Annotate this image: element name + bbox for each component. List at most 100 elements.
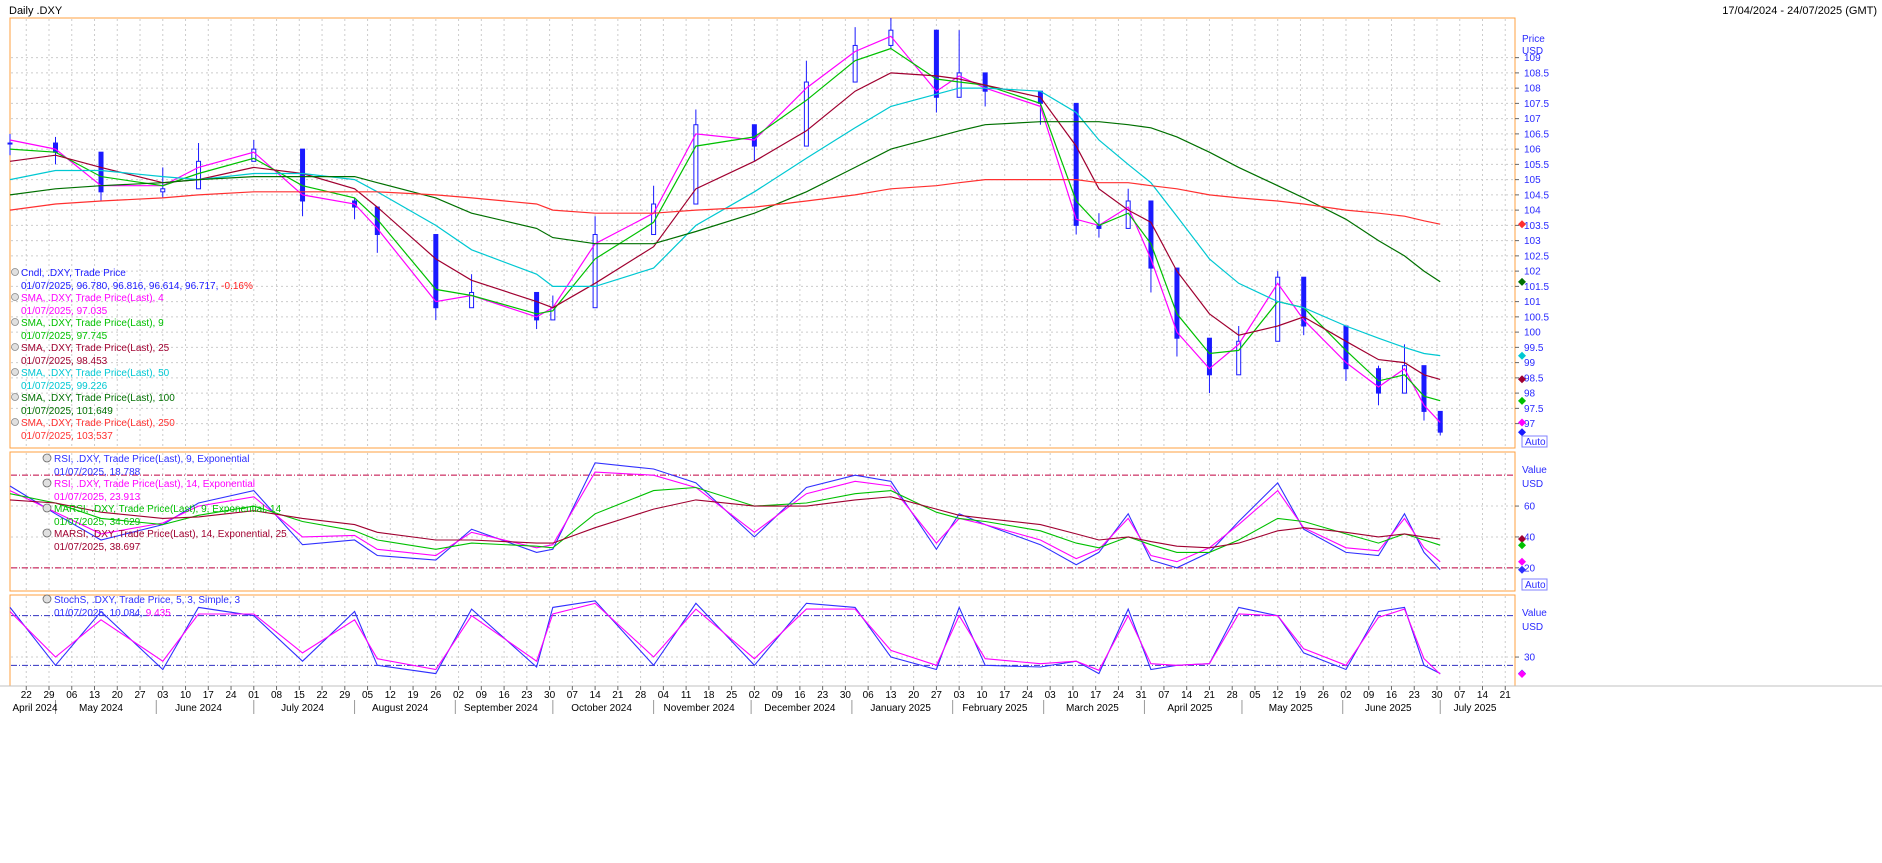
x-tick-label: 23 [521,690,533,701]
last-value-marker [1518,557,1526,566]
svg-text:MARSI, .DXY, Trade Price(Last): MARSI, .DXY, Trade Price(Last), 14, Expo… [54,529,287,540]
candle [956,30,962,98]
svg-text:01/07/2025, 18.788: 01/07/2025, 18.788 [54,467,141,478]
legend-toggle-icon[interactable] [11,293,19,301]
stoch-tick-label: 30 [1524,653,1536,664]
svg-text:01/07/2025, 23.913: 01/07/2025, 23.913 [54,492,141,503]
month-label: February 2025 [962,703,1027,714]
candle [196,143,202,190]
series-line-rsi9 [9,462,1441,571]
last-value-marker [1518,670,1526,679]
legend-toggle-icon[interactable] [11,318,19,326]
legend-toggle-icon[interactable] [11,393,19,401]
svg-text:RSI, .DXY, Trade Price(Last),: RSI, .DXY, Trade Price(Last), 14, Expone… [54,479,255,490]
last-value-marker [1518,396,1526,405]
legend-entry: SMA, .DXY, Trade Price(Last), 100 01/07/2… [11,393,175,417]
auto-scale-button[interactable]: Auto [1521,435,1548,448]
x-tick-label: 29 [339,690,351,701]
legend-toggle-icon[interactable] [11,418,19,426]
legend-toggle-icon[interactable] [42,594,52,604]
month-label: March 2025 [1066,703,1119,714]
legend-entry: SMA, .DXY, Trade Price(Last), 250 01/07/2… [11,418,175,442]
x-tick-label: 31 [1136,690,1148,701]
stoch-axis-header: Value [1522,608,1547,619]
x-tick-label: 20 [908,690,920,701]
candle [1148,200,1154,293]
x-tick-label: 14 [1181,690,1193,701]
x-tick-label: 15 [294,690,306,701]
legend-toggle-icon[interactable] [42,453,52,463]
x-tick-label: 19 [408,690,420,701]
x-tick-label: 03 [157,690,169,701]
candle [1421,365,1427,421]
legend-toggle-icon[interactable] [11,268,19,276]
x-tick-label: 21 [612,690,624,701]
series-line-stoch_k [9,600,1441,675]
last-value-marker [1518,428,1526,437]
legend-entry: MARSI, .DXY, Trade Price(Last), 9, Expon… [42,503,282,528]
price-tick-label: 101.5 [1524,282,1549,293]
x-tick-label: 18 [703,690,715,701]
month-label: June 2024 [175,703,222,714]
price-tick-label: 107.5 [1524,99,1549,110]
x-tick-label: 26 [430,690,442,701]
x-tick-label: 23 [817,690,829,701]
legend-toggle-icon[interactable] [42,478,52,488]
x-tick-label: 24 [225,690,237,701]
month-label: July 2024 [281,703,324,714]
x-tick-label: 05 [362,690,374,701]
rsi-axis-header: Value [1522,465,1547,476]
rsi-tick-label: 20 [1524,563,1536,574]
legend-toggle-icon[interactable] [42,528,52,538]
series-line-sma4 [9,35,1441,423]
last-value-marker [1518,220,1526,229]
stoch-axis-unit: USD [1522,622,1543,633]
legend-entry: SMA, .DXY, Trade Price(Last), 4 01/07/202… [11,293,164,317]
month-label: May 2025 [1269,703,1313,714]
x-tick-label: 30 [544,690,556,701]
legend-entry: RSI, .DXY, Trade Price(Last), 14, Expone… [42,478,255,503]
price-axis-unit: USD [1522,46,1543,57]
price-tick-label: 100.5 [1524,312,1549,323]
candle [1073,102,1079,235]
price-tick-label: 97.5 [1524,404,1544,415]
price-axis-header: Price [1522,34,1545,45]
svg-text:SMA, .DXY, Trade Price(Last),: SMA, .DXY, Trade Price(Last), 25 [21,343,170,354]
last-value-marker [1518,541,1526,550]
candle [1401,344,1407,394]
auto-scale-button[interactable]: Auto [1521,578,1548,591]
series-line-sma250 [9,179,1441,225]
x-tick-label: 17 [203,690,215,701]
x-tick-label: 28 [635,690,647,701]
svg-text:01/07/2025, 97.035: 01/07/2025, 97.035 [21,306,108,317]
svg-text:01/07/2025, 99.226: 01/07/2025, 99.226 [21,381,108,392]
x-tick-label: 20 [112,690,124,701]
legend-toggle-icon[interactable] [11,368,19,376]
legend-toggle-icon[interactable] [11,343,19,351]
month-label: December 2024 [764,703,836,714]
price-tick-label: 109 [1524,53,1541,64]
series-line-sma100 [9,121,1441,283]
price-tick-label: 105.5 [1524,160,1549,171]
last-value-marker [1518,565,1526,574]
svg-text:SMA, .DXY, Trade Price(Last),: SMA, .DXY, Trade Price(Last), 9 [21,318,164,329]
candle [433,234,439,320]
price-tick-label: 97 [1524,419,1536,430]
x-tick-label: 24 [1022,690,1034,701]
svg-text:SMA, .DXY, Trade Price(Last),: SMA, .DXY, Trade Price(Last), 50 [21,368,170,379]
month-label: May 2024 [79,703,123,714]
x-tick-label: 10 [1067,690,1079,701]
x-tick-label: 07 [567,690,579,701]
svg-text:SMA, .DXY, Trade Price(Last),: SMA, .DXY, Trade Price(Last), 100 [21,393,175,404]
price-tick-label: 99 [1524,358,1536,369]
legend-toggle-icon[interactable] [42,503,52,513]
legend-entry: Cndl, .DXY, Trade Price 01/07/2025, 96.78… [11,268,253,292]
svg-text:01/07/2025, 98.453: 01/07/2025, 98.453 [21,356,108,367]
svg-text:01/07/2025, 96.780, 96.816, 96: 01/07/2025, 96.780, 96.816, 96.614, 96.7… [21,281,253,292]
price-tick-label: 102 [1524,267,1541,278]
price-tick-label: 108 [1524,84,1541,95]
x-tick-label: 22 [21,690,33,701]
legend-entry: SMA, .DXY, Trade Price(Last), 9 01/07/202… [11,318,164,342]
x-tick-label: 04 [658,690,670,701]
